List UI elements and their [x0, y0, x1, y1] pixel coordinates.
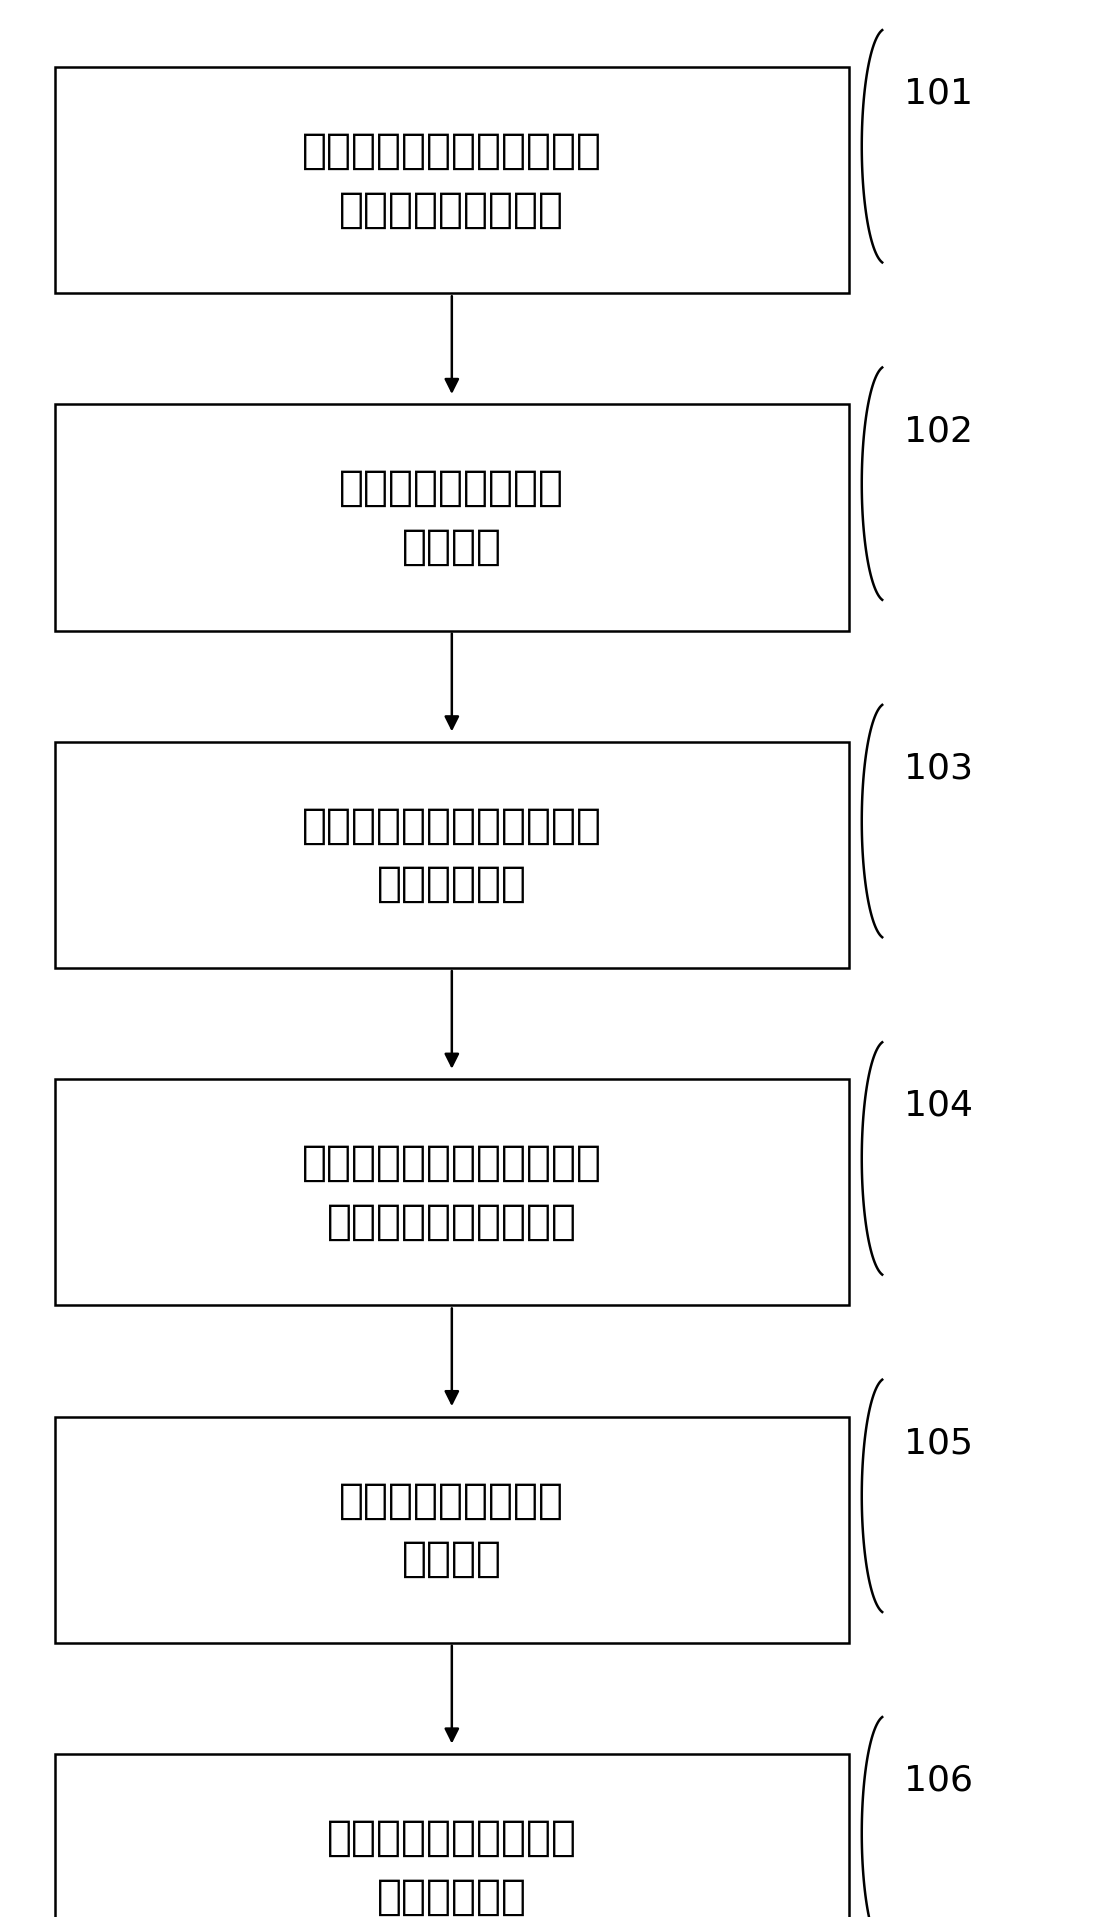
Text: 确定所述光伏组件的
衰减效率: 确定所述光伏组件的 衰减效率	[339, 1480, 564, 1580]
Text: 106: 106	[904, 1764, 973, 1798]
Text: 101: 101	[904, 77, 973, 111]
Text: 对所述原始数据进行修正，
确定修正数据: 对所述原始数据进行修正， 确定修正数据	[302, 805, 602, 905]
Text: 102: 102	[904, 414, 973, 449]
Text: 建立相关影响因子专家数据
库以及二次专家数据库: 建立相关影响因子专家数据 库以及二次专家数据库	[302, 1143, 602, 1242]
Bar	[55, 1754, 849, 1917]
Text: 获取所述光伏组件的
原始数据: 获取所述光伏组件的 原始数据	[339, 468, 564, 567]
Text: 根据所述衰减效率评估
光伏组件质量: 根据所述衰减效率评估 光伏组件质量	[327, 1817, 576, 1917]
Bar	[55, 67, 849, 293]
Bar	[55, 1417, 849, 1643]
Text: 104: 104	[904, 1089, 973, 1123]
Text: 获取所述光伏组件的清洗后
的清洗有效时间间隔: 获取所述光伏组件的清洗后 的清洗有效时间间隔	[302, 130, 602, 230]
Bar	[55, 742, 849, 968]
Bar	[55, 1079, 849, 1305]
Bar	[55, 404, 849, 631]
Text: 105: 105	[904, 1426, 973, 1461]
Text: 103: 103	[904, 751, 973, 786]
